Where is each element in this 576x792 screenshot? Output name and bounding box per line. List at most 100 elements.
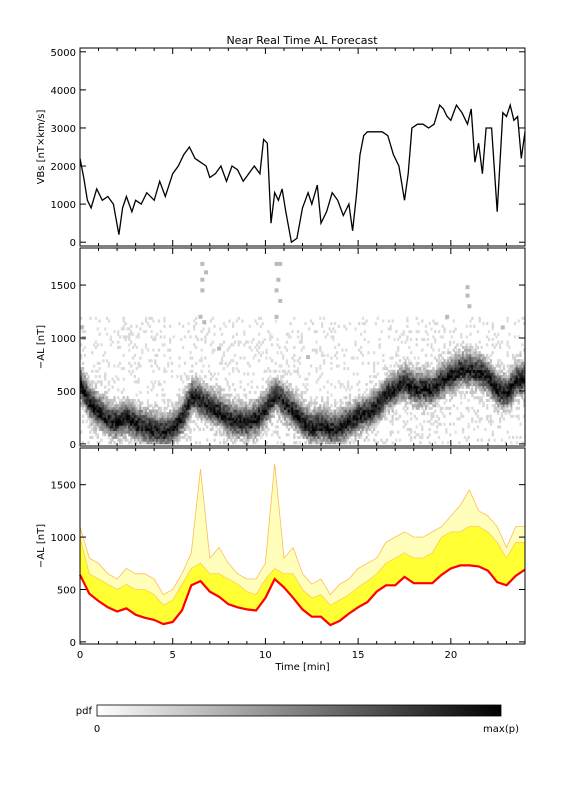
heatmap-cell: [207, 398, 211, 402]
heatmap-cell: [517, 393, 520, 397]
heatmap-cell: [248, 425, 251, 429]
heatmap-cell: [521, 385, 524, 389]
heatmap-cell: [111, 428, 114, 432]
heatmap-cell: [285, 425, 289, 429]
heatmap-cell: [497, 396, 500, 400]
heatmap-cell: [263, 430, 266, 434]
heatmap-cell: [328, 414, 331, 418]
heatmap-cell: [465, 324, 468, 328]
heatmap-cell: [467, 406, 470, 410]
heatmap-cell: [447, 364, 450, 368]
heatmap-cell: [213, 396, 216, 400]
heatmap-cell: [387, 369, 391, 373]
heatmap-cell: [408, 433, 411, 437]
heatmap-cell: [419, 375, 422, 379]
heatmap-cell: [419, 435, 422, 439]
heatmap-cell: [207, 420, 211, 424]
heatmap-cell: [324, 435, 327, 439]
heatmap-cell: [367, 351, 370, 355]
heatmap-cell: [81, 441, 85, 445]
heatmap-cell: [367, 409, 370, 413]
heatmap-cell: [230, 343, 233, 347]
heatmap-cell: [367, 401, 370, 405]
heatmap-cell: [447, 377, 450, 381]
heatmap-cell: [209, 388, 213, 392]
heatmap-cell: [410, 438, 413, 442]
heatmap-cell: [491, 351, 494, 355]
heatmap-cell: [157, 406, 161, 410]
heatmap-cell: [502, 372, 506, 376]
heatmap-cell: [282, 380, 285, 384]
heatmap-cell: [360, 430, 363, 434]
heatmap-cell: [343, 409, 346, 413]
heatmap-cell: [180, 377, 183, 381]
heatmap-cell: [423, 377, 426, 381]
heatmap-cell: [500, 383, 504, 387]
heatmap-cell: [365, 388, 368, 392]
heatmap-cell: [85, 383, 88, 387]
heatmap-cell: [280, 375, 283, 379]
heatmap-cell: [373, 364, 376, 368]
heatmap-cell: [224, 420, 227, 424]
heatmap-cell: [235, 404, 238, 408]
heatmap-cell: [417, 398, 420, 402]
heatmap-cell: [382, 319, 385, 323]
y-axis-label: VBs [nT×km/s]: [36, 109, 47, 184]
heatmap-cell: [198, 359, 201, 363]
heatmap-cell: [107, 441, 111, 445]
heatmap-cell: [450, 369, 454, 373]
heatmap-cell: [295, 401, 298, 405]
heatmap-cell: [254, 414, 257, 418]
heatmap-cell: [348, 412, 352, 416]
heatmap-cell: [417, 401, 420, 405]
heatmap-cell: [176, 404, 179, 408]
heatmap-cell: [271, 412, 274, 416]
heatmap-cell: [410, 430, 413, 434]
heatmap-cell: [380, 438, 383, 442]
heatmap-cell: [411, 396, 415, 400]
heatmap-cell: [102, 422, 105, 426]
heatmap-cell: [350, 425, 353, 429]
heatmap-cell: [373, 388, 376, 392]
heatmap-cell: [398, 414, 402, 418]
heatmap-cell: [156, 364, 159, 368]
heatmap-cell: [189, 393, 192, 397]
heatmap-cell: [224, 377, 227, 381]
heatmap-cell: [178, 398, 181, 402]
heatmap-cell: [428, 390, 431, 394]
heatmap-cell: [143, 435, 146, 439]
heatmap-cell: [96, 404, 99, 408]
heatmap-cell: [456, 406, 459, 410]
heatmap-cell: [382, 367, 385, 371]
heatmap-cell: [384, 417, 387, 421]
heatmap-cell: [434, 398, 437, 402]
heatmap-cell: [228, 414, 231, 418]
heatmap-cell: [111, 435, 114, 439]
heatmap-cell: [196, 377, 200, 381]
heatmap-cell: [508, 345, 511, 349]
heatmap-cell: [161, 441, 164, 445]
heatmap-cell: [215, 404, 218, 408]
heatmap-cell: [280, 441, 283, 445]
heatmap-cell: [195, 322, 198, 326]
heatmap-cell: [228, 361, 231, 365]
heatmap-cell: [120, 412, 124, 416]
heatmap-cell: [517, 388, 520, 392]
heatmap-cell: [248, 398, 251, 402]
heatmap-cell: [308, 327, 311, 331]
heatmap-cell: [361, 404, 365, 408]
heatmap-cell: [174, 425, 177, 429]
heatmap-cell: [445, 430, 448, 434]
heatmap-cell: [243, 420, 246, 424]
heatmap-cell: [361, 430, 365, 434]
heatmap-cell: [165, 406, 168, 410]
heatmap-cell: [232, 430, 235, 434]
heatmap-cell: [456, 383, 459, 387]
heatmap-cell: [176, 425, 179, 429]
heatmap-cell: [408, 393, 411, 397]
heatmap-cell: [107, 420, 111, 424]
heatmap-cell: [348, 409, 352, 413]
heatmap-cell: [280, 385, 283, 389]
heatmap-cell: [385, 409, 389, 413]
heatmap-cell: [189, 383, 192, 387]
